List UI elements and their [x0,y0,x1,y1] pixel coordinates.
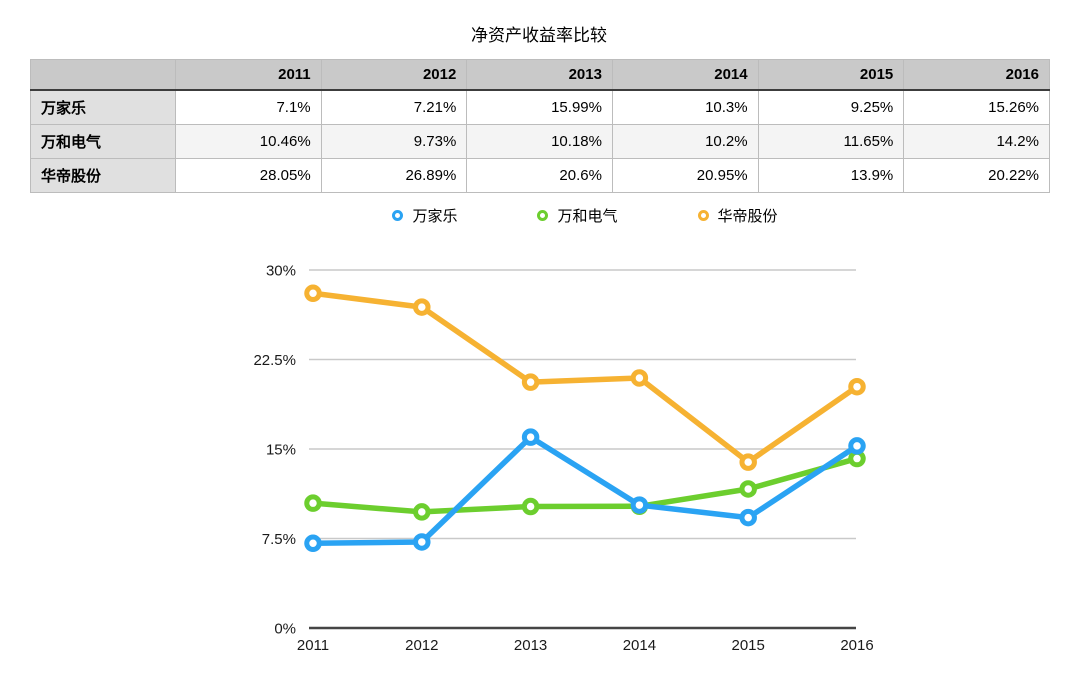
table-cell: 10.18% [466,124,613,159]
y-tick-label: 22.5% [253,352,296,369]
table-cell: 9.25% [757,89,905,125]
table-cell: 15.99% [466,89,613,125]
table-cell: 15.26% [903,89,1050,125]
data-point-marker[interactable] [521,373,540,391]
data-point-marker[interactable] [413,533,431,551]
x-tick-label: 2014 [623,637,656,654]
year-header-2014: 2014 [611,59,759,91]
legend-marker-icon [392,209,404,221]
x-tick-label: 2011 [297,637,329,654]
table-cell: 20.22% [903,158,1050,193]
series-line-1 [310,455,860,515]
data-point-marker[interactable] [630,369,649,387]
data-point-marker[interactable] [521,497,540,516]
table-row: 万家乐 7.1% 7.21% 15.99% 10.3% 9.25% 15.26% [30,89,1050,125]
table-cell: 20.95% [611,158,759,193]
year-header-2012: 2012 [320,59,468,91]
data-point-marker[interactable] [630,496,649,514]
data-point-marker[interactable] [413,298,431,316]
y-tick-label: 30% [266,263,296,280]
x-tick-label: 2016 [840,637,873,654]
year-header-2013: 2013 [466,59,613,91]
data-point-marker[interactable] [304,534,322,553]
table-cell: 10.2% [611,124,759,159]
series-line-2 [310,290,860,465]
table-row: 华帝股份 28.05% 26.89% 20.6% 20.95% 13.9% 20.22% [30,158,1050,193]
legend-marker-icon [697,209,709,221]
data-point-marker[interactable] [521,428,540,446]
x-tick-label: 2015 [732,637,765,654]
table-header-row: 2011 2012 2013 2014 2015 2016 [30,59,1050,91]
table-cell: 14.2% [903,124,1050,159]
table-corner-cell [30,59,176,91]
data-point-marker[interactable] [304,284,322,303]
legend-item-1[interactable]: 万和电气 [537,205,618,226]
data-point-marker[interactable] [304,494,322,512]
legend-label: 华帝股份 [717,207,778,225]
x-tick-label: 2013 [514,637,547,654]
table-cell: 13.9% [757,158,905,193]
page-title: 净资产收益率比较 [471,26,607,45]
x-tick-label: 2012 [405,637,438,654]
series-line-0 [310,434,860,547]
table-body: 万家乐 7.1% 7.21% 15.99% 10.3% 9.25% 15.26% 万和电气 10… [30,89,1050,193]
table-cell: 11.65% [757,124,905,159]
row-label: 万和电气 [30,124,176,159]
y-tick-label: 0% [274,621,296,638]
chart-legend: 万家乐 万和电气 华帝股份 [313,205,857,225]
table-cell: 28.05% [175,158,322,193]
legend-item-0[interactable]: 万家乐 [392,205,457,226]
y-tick-label: 7.5% [262,531,296,548]
data-point-marker[interactable] [739,480,757,498]
year-header-2015: 2015 [757,59,905,91]
legend-label: 万家乐 [412,207,458,225]
legend-label: 万和电气 [557,207,618,225]
table-cell: 20.6% [466,158,613,193]
data-point-marker[interactable] [848,377,866,396]
data-point-marker[interactable] [413,503,431,521]
year-header-2016: 2016 [903,59,1050,91]
row-label: 华帝股份 [30,158,176,193]
y-tick-label: 15% [266,442,296,459]
roe-table: 2011 2012 2013 2014 2015 2016 万家乐 7.1% 7.21% 15.… [30,59,1050,193]
data-point-marker[interactable] [848,437,866,455]
table-cell: 26.89% [320,158,468,193]
legend-marker-icon [537,209,549,221]
data-point-marker[interactable] [739,453,757,471]
data-point-marker[interactable] [739,508,757,527]
table-cell: 7.1% [175,89,322,125]
row-label: 万家乐 [30,89,176,125]
table-cell: 7.21% [320,89,468,125]
legend-item-2[interactable]: 华帝股份 [697,205,778,226]
table-row: 万和电气 10.46% 9.73% 10.18% 10.2% 11.65% 14.2% [30,124,1050,159]
table-header: 2011 2012 2013 2014 2015 2016 [30,59,1050,91]
